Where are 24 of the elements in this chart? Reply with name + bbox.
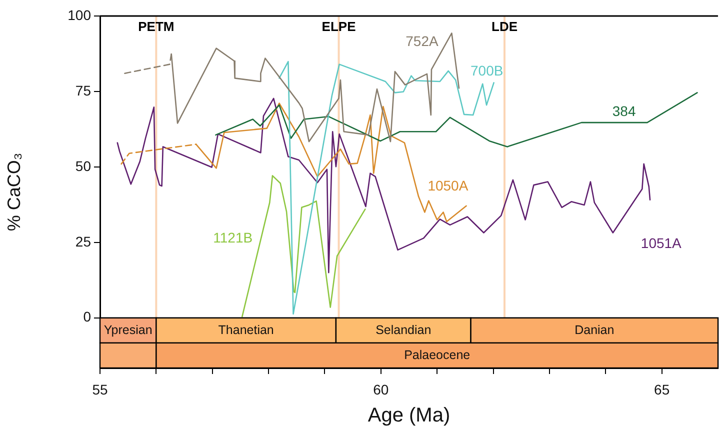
- band-label: Ypresian: [104, 322, 152, 337]
- ref-line-label: ELPE: [322, 19, 356, 34]
- x-tick-label: 55: [92, 381, 108, 398]
- band-label: Thanetian: [218, 322, 274, 337]
- series-label: 384: [612, 102, 636, 119]
- series-label: 1051A: [640, 234, 682, 251]
- x-tick-label: 65: [654, 381, 670, 398]
- ref-line-label: LDE: [492, 19, 518, 34]
- y-tick-label: 100: [68, 6, 92, 23]
- x-axis-title: Age (Ma): [368, 404, 450, 427]
- band-label: Selandian: [376, 322, 432, 337]
- series-label: 752A: [406, 32, 439, 49]
- series-label: 1050A: [428, 178, 469, 194]
- band-label: Danian: [574, 322, 614, 337]
- y-tick-label: 50: [75, 158, 92, 174]
- x-tick-label: 60: [373, 381, 389, 398]
- y-tick-label: 75: [75, 82, 92, 98]
- series-label: 700B: [470, 62, 504, 79]
- y-axis-title: % CaCO₃: [4, 152, 24, 232]
- y-tick-label: 25: [75, 233, 92, 250]
- band-label: Palaeocene: [404, 348, 470, 362]
- y-tick-label: 0: [83, 308, 92, 325]
- ref-line-label: PETM: [138, 19, 174, 34]
- series-label: 1121B: [213, 230, 253, 246]
